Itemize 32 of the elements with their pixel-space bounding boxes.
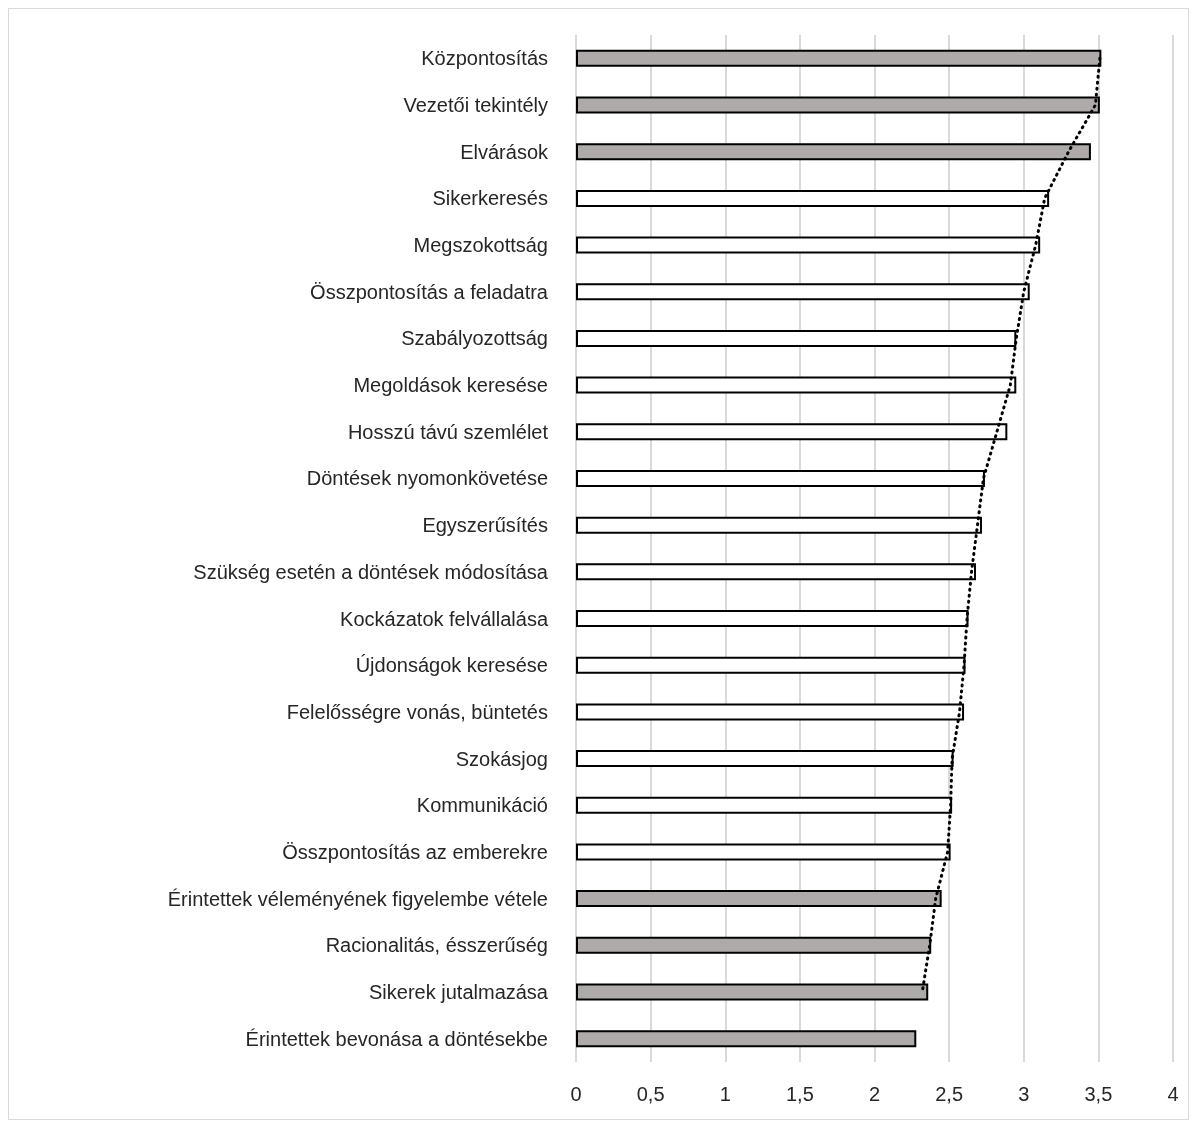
y-tick-label: Megszokottság — [413, 234, 548, 257]
y-tick-label: Szokásjog — [455, 747, 548, 770]
x-tick-label: 2 — [868, 1083, 881, 1105]
y-tick-label: Döntések nyomonkövetése — [306, 467, 548, 490]
y-tick-label: Központosítás — [421, 47, 548, 70]
y-tick-label: Kommunikáció — [416, 794, 548, 817]
x-tick-label: 3,5 — [1084, 1083, 1113, 1105]
y-tick-label: Összpontosítás a feladatra — [310, 280, 549, 303]
y-tick-label: Érintettek bevonása a döntésekbe — [245, 1027, 548, 1050]
bar — [576, 1030, 917, 1048]
y-tick-label: Szükség esetén a döntések módosítása — [193, 560, 549, 583]
y-tick-label: Racionalitás, ésszerűség — [325, 934, 548, 957]
y-tick-label: Megoldások keresése — [353, 374, 548, 397]
x-tick-label: 0,5 — [636, 1083, 665, 1105]
x-tick-label: 1 — [719, 1083, 731, 1105]
y-tick-label: Újdonságok keresése — [355, 654, 548, 677]
y-tick-label: Elvárások — [460, 140, 549, 163]
y-tick-label: Összpontosítás az emberekre — [282, 840, 548, 863]
x-tick-label: 1,5 — [785, 1083, 814, 1105]
y-tick-label: Vezetői tekintély — [403, 94, 548, 117]
y-tick-label: Sikerek jutalmazása — [369, 980, 549, 1003]
y-tick-label: Sikerkeresés — [432, 187, 548, 210]
x-tick-label: 4 — [1167, 1083, 1179, 1105]
y-tick-label: Kockázatok felvállalása — [340, 607, 549, 630]
y-tick-label: Egyszerűsítés — [422, 514, 548, 537]
x-tick-label: 3 — [1018, 1083, 1030, 1105]
y-tick-label: Szabályozottság — [401, 327, 548, 350]
y-tick-label: Felelősségre vonás, büntetés — [286, 700, 548, 723]
x-tick-label: 2,5 — [935, 1083, 964, 1105]
x-tick-label: 0 — [570, 1083, 582, 1105]
y-tick-label: Hosszú távú szemlélet — [347, 420, 549, 443]
y-tick-label: Érintettek véleményének figyelembe vétele — [167, 887, 548, 910]
